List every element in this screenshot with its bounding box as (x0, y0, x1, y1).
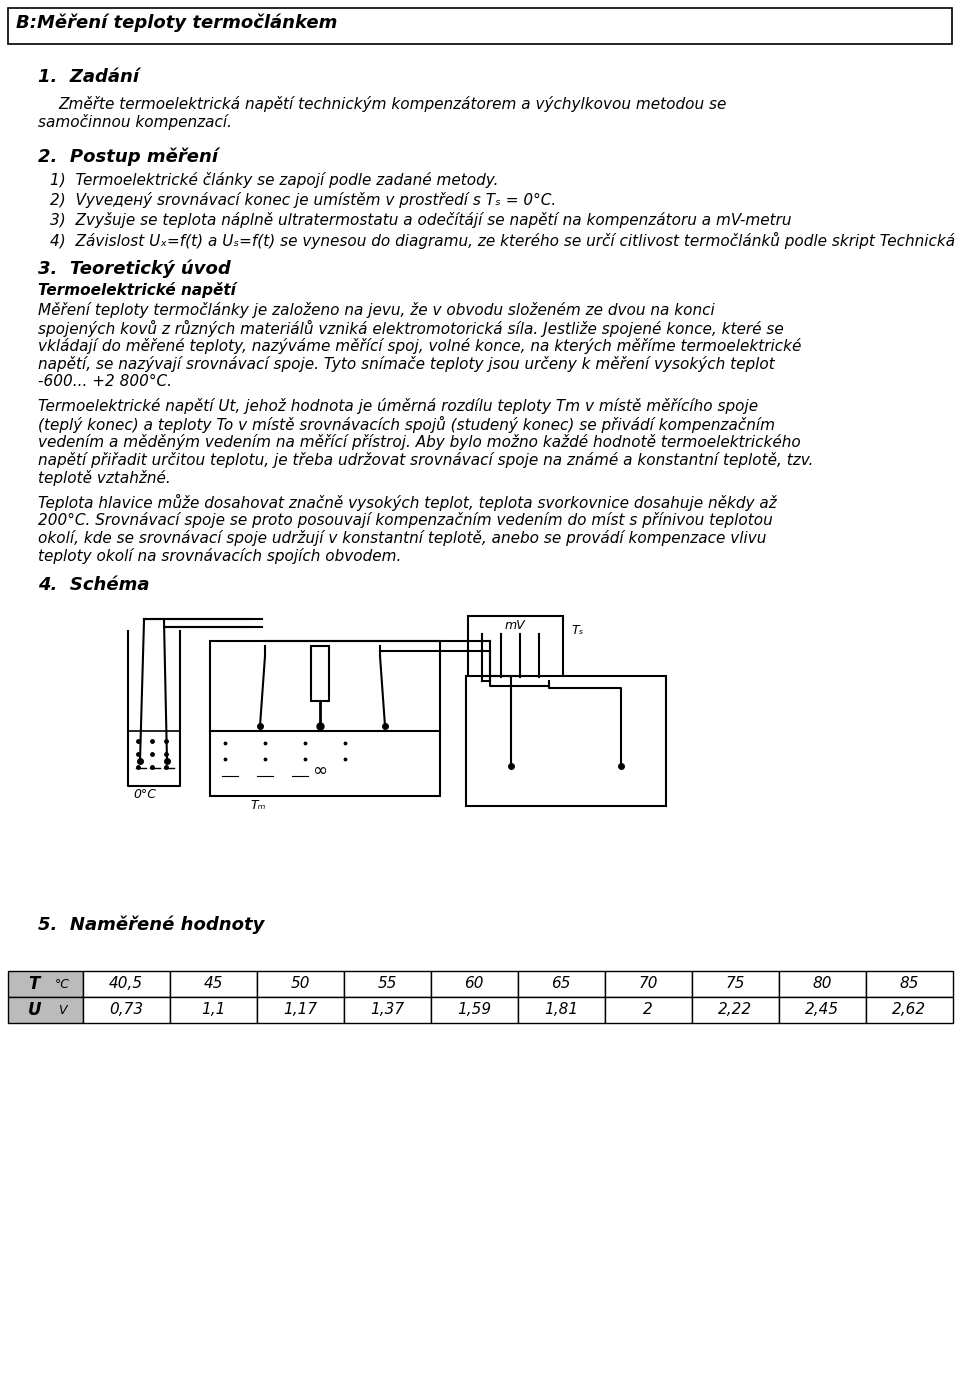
Text: T: T (29, 975, 40, 993)
Bar (83, 997, 170, 1023)
Text: 1.  Zadání: 1. Zadání (38, 68, 139, 86)
Bar (8, 8, 952, 44)
Text: teplotě vztahžné.: teplotě vztahžné. (38, 470, 171, 485)
Text: 2,62: 2,62 (892, 1003, 926, 1018)
Text: 2,45: 2,45 (804, 1003, 839, 1018)
Text: vkládají do měřené teploty, nazýváme měřící spoj, volné konce, na kterých měříme: vkládají do měřené teploty, nazýváme měř… (38, 337, 802, 354)
Text: V: V (58, 1004, 66, 1017)
Text: 2,22: 2,22 (718, 1003, 752, 1018)
Text: 45: 45 (204, 976, 223, 992)
Text: 80: 80 (812, 976, 831, 992)
Text: 85: 85 (900, 976, 919, 992)
Text: 200°C. Srovnávací spoje se proto posouvají kompenzačním vedením do míst s příniv: 200°C. Srovnávací spoje se proto posouva… (38, 512, 773, 528)
Text: 4.  Schéma: 4. Schéma (38, 575, 150, 595)
Text: 3.  Teoretický úvod: 3. Teoretický úvod (38, 260, 230, 278)
Bar (692, 997, 779, 1023)
Text: 2: 2 (643, 1003, 653, 1018)
Bar (8, 997, 83, 1023)
Bar (866, 971, 953, 997)
Bar (692, 971, 779, 997)
Bar (210, 640, 440, 797)
Text: 1)  Termoelektrické články se zapojí podle zadané metody.: 1) Termoelektrické články se zapojí podl… (50, 171, 498, 188)
Text: 2.  Postup měření: 2. Postup měření (38, 148, 218, 166)
Text: Tₘ: Tₘ (250, 799, 265, 812)
Bar (431, 997, 518, 1023)
Text: Měření teploty termočlánky je založeno na jevu, že v obvodu složeném ze dvou na : Měření teploty termočlánky je založeno n… (38, 301, 715, 318)
Bar (344, 997, 431, 1023)
Text: Teplota hlavice může dosahovat značně vysokých teplot, teplota svorkovnice dosah: Teplota hlavice může dosahovat značně vy… (38, 494, 777, 510)
Text: 40,5: 40,5 (108, 976, 143, 992)
Text: Změřte termoelektrická napětí technickým kompenzátorem a výchylkovou metodou se: Změřte termoelektrická napětí technickým… (58, 95, 727, 112)
Text: Termoelektrické napětí: Termoelektrické napětí (38, 282, 236, 297)
Text: 1,37: 1,37 (370, 1003, 404, 1018)
Text: napětí, se nazývají srovnávací spoje. Tyto snímače teploty jsou určeny k měření : napětí, se nazývají srovnávací spoje. Ty… (38, 355, 775, 372)
Bar (866, 997, 953, 1023)
Bar (605, 971, 692, 997)
Text: okolí, kde se srovnávací spoje udržují v konstantní teplotě, anebo se provádí ko: okolí, kde se srovnávací spoje udržují v… (38, 530, 766, 546)
Text: vedením a měděným vedením na měřící přístroj. Aby bylo možno každé hodnotě termo: vedením a měděným vedením na měřící přís… (38, 434, 801, 449)
Text: 0,73: 0,73 (108, 1003, 143, 1018)
Text: samočinnou kompenzací.: samočinnou kompenzací. (38, 113, 232, 130)
Bar (170, 997, 257, 1023)
Text: 75: 75 (725, 976, 745, 992)
Bar (257, 971, 344, 997)
Text: 50: 50 (290, 976, 310, 992)
Text: 1,1: 1,1 (201, 1003, 226, 1018)
Text: Termoelektrické napětí Ut, jehož hodnota je úměrná rozdílu teploty Tm v místě mě: Termoelektrické napětí Ut, jehož hodnota… (38, 398, 758, 414)
Text: Tₛ: Tₛ (571, 624, 584, 638)
Text: 2)  Vyveденý srovnávací konec je umístěm v prostředí s Tₛ = 0°C.: 2) Vyveденý srovnávací konec je umístěm … (50, 192, 556, 207)
Text: 0°C: 0°C (133, 788, 156, 801)
Bar (311, 646, 329, 701)
Text: -600... +2 800°C.: -600... +2 800°C. (38, 373, 172, 389)
Bar (605, 997, 692, 1023)
Text: 65: 65 (551, 976, 571, 992)
Bar (83, 971, 170, 997)
Text: 70: 70 (638, 976, 658, 992)
Bar (8, 971, 83, 997)
Text: napětí přiřadit určitou teplotu, je třeba udržovat srovnávací spoje na známé a k: napětí přiřadit určitou teplotu, je třeb… (38, 452, 813, 467)
Text: 1,81: 1,81 (544, 1003, 578, 1018)
Bar (779, 997, 866, 1023)
Bar (466, 676, 666, 806)
Text: B:Měření teploty termočlánkem: B:Měření teploty termočlánkem (16, 12, 337, 32)
Text: °C: °C (55, 978, 69, 990)
Bar (468, 615, 563, 680)
Text: mV: mV (505, 620, 525, 632)
Bar (257, 997, 344, 1023)
Bar (518, 997, 605, 1023)
Text: 55: 55 (377, 976, 396, 992)
Text: 1,59: 1,59 (457, 1003, 492, 1018)
Text: ∞: ∞ (313, 762, 327, 780)
Text: spojených kovů z různých materiálů vzniká elektromotorická síla. Jestliže spojen: spojených kovů z různých materiálů vznik… (38, 319, 783, 337)
Bar (431, 971, 518, 997)
Bar (779, 971, 866, 997)
Text: (teplý konec) a teploty To v místě srovnávacích spojů (studený konec) se přivádí: (teplý konec) a teploty To v místě srovn… (38, 416, 775, 433)
Text: 60: 60 (465, 976, 484, 992)
Text: 4)  Závislost Uₓ=f(t) a Uₛ=f(t) se vynesou do diagramu, ze kterého se určí citli: 4) Závislost Uₓ=f(t) a Uₛ=f(t) se vyneso… (50, 232, 960, 249)
Text: 5.  Naměřené hodnoty: 5. Naměřené hodnoty (38, 916, 264, 935)
Text: 1,17: 1,17 (283, 1003, 317, 1018)
Text: U: U (28, 1001, 41, 1019)
Text: teploty okolí na srovnávacích spojích obvodem.: teploty okolí na srovnávacích spojích ob… (38, 548, 401, 564)
Bar (518, 971, 605, 997)
Bar (170, 971, 257, 997)
Bar (344, 971, 431, 997)
Text: 3)  Zvyšuje se teplota náplně ultratermostatu a odečítájí se napětí na kompenzát: 3) Zvyšuje se teplota náplně ultratermos… (50, 212, 791, 228)
